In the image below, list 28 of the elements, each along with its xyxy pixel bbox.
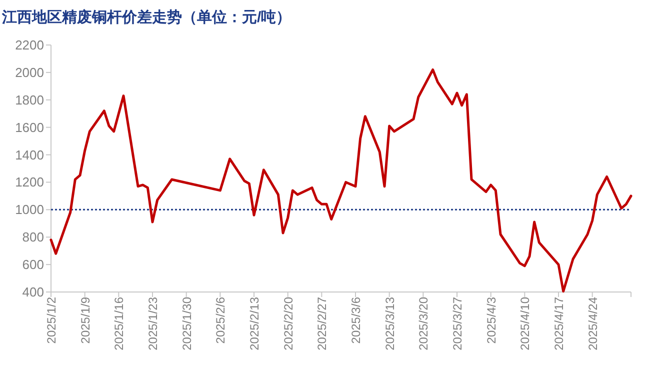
x-tick-label: 2025/2/6	[214, 296, 228, 344]
y-tick-label: 1800	[15, 92, 44, 108]
y-tick-label: 2000	[15, 64, 44, 80]
x-tick-label: 2025/4/17	[552, 296, 566, 350]
y-tick-label: 2200	[15, 38, 44, 52]
chart-title: 江西地区精废铜杆价差走势（单位：元/吨）	[1, 8, 292, 26]
x-tick-label: 2025/4/24	[586, 296, 600, 350]
x-tick-label: 2025/4/10	[518, 296, 532, 350]
y-tick-label: 1600	[15, 120, 44, 135]
y-tick-label: 400	[22, 284, 44, 300]
y-tick-label: 1000	[15, 202, 44, 218]
x-tick-label: 2025/3/20	[416, 296, 431, 350]
x-tick-label: 2025/1/23	[146, 296, 160, 350]
x-tick-label: 2025/3/27	[450, 296, 464, 350]
x-tick-label: 2025/1/16	[112, 296, 126, 350]
x-tick-label: 2025/1/9	[78, 296, 92, 344]
y-tick-label: 1200	[15, 174, 44, 190]
y-tick-label: 600	[22, 257, 44, 272]
x-tick-label: 2025/1/2	[44, 296, 58, 344]
x-tick-label: 2025/2/13	[248, 296, 262, 350]
x-tick-label: 2025/3/6	[349, 296, 363, 344]
x-tick-label: 2025/4/3	[484, 296, 498, 344]
x-tick-label: 2025/2/20	[281, 296, 296, 350]
x-tick-label: 2025/3/13	[382, 296, 397, 350]
y-tick-label: 800	[22, 230, 44, 245]
x-tick-label: 2025/1/30	[180, 296, 194, 350]
x-tick-label: 2025/2/27	[315, 296, 330, 350]
y-tick-label: 1400	[15, 147, 44, 162]
